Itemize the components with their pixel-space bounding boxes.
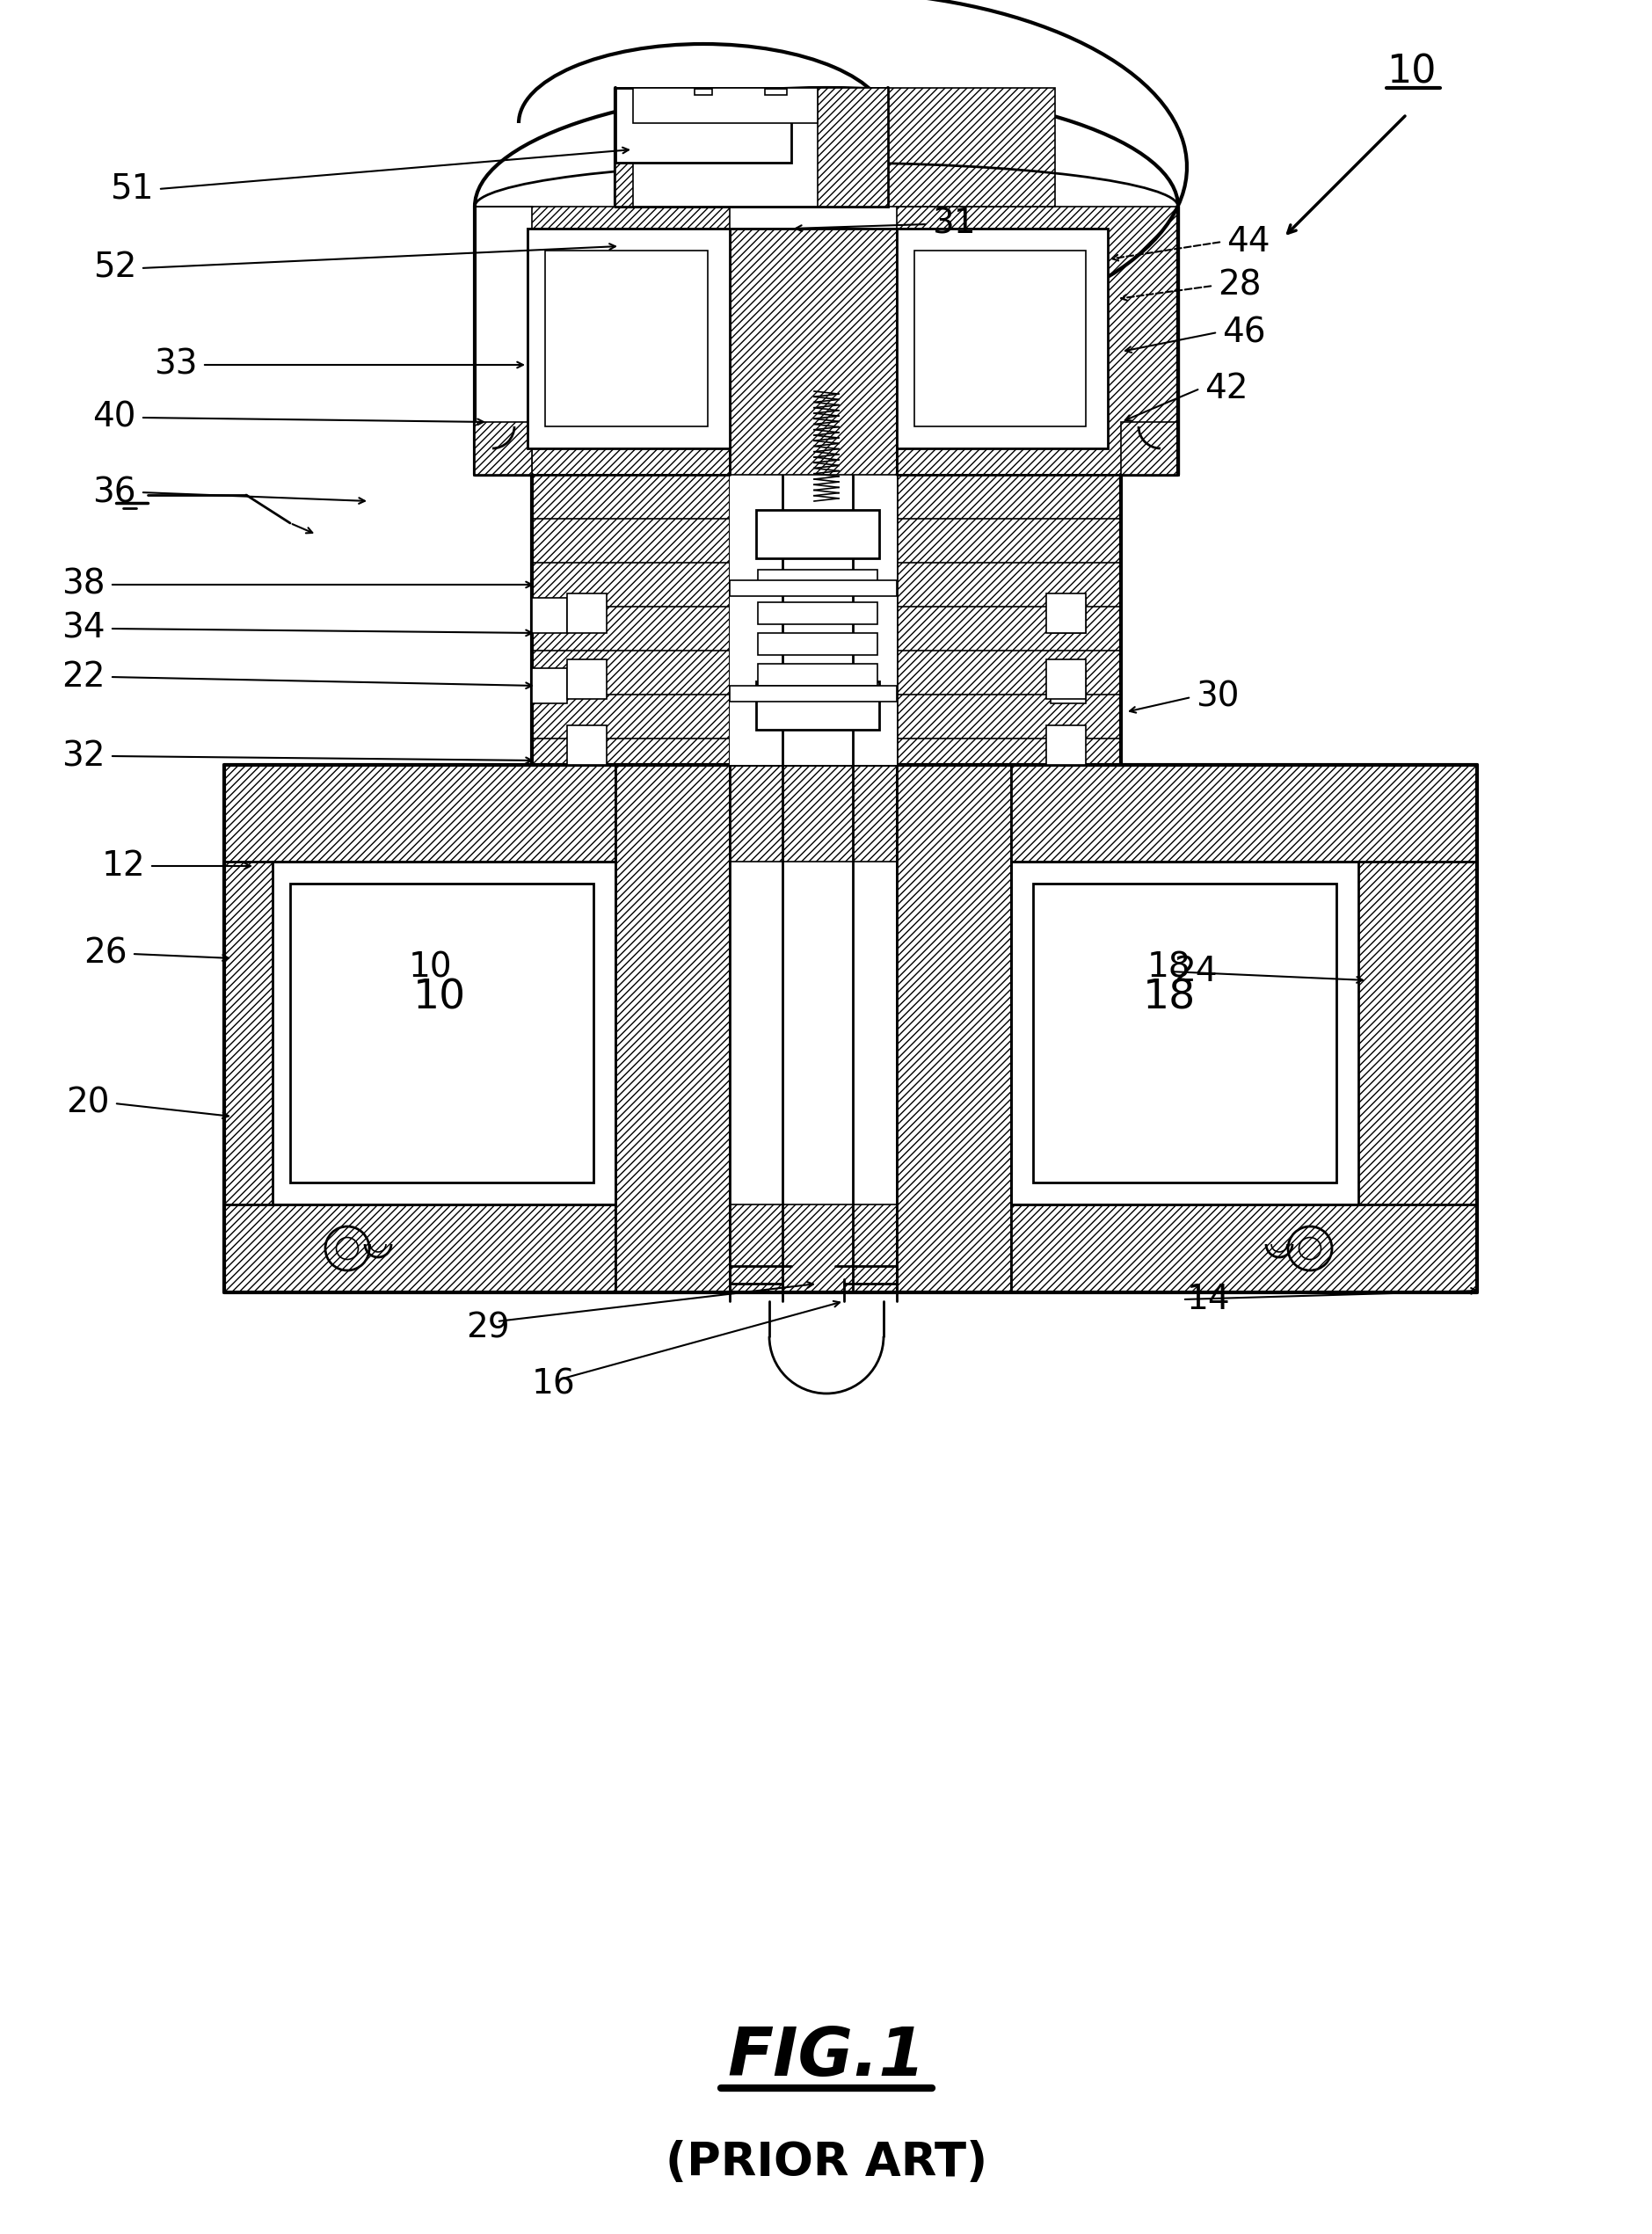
Text: 29: 29 xyxy=(466,1311,510,1345)
Bar xyxy=(730,581,897,596)
Bar xyxy=(758,603,877,623)
Bar xyxy=(897,228,1108,449)
Bar xyxy=(1046,726,1085,764)
Bar xyxy=(1051,599,1085,632)
Text: 33: 33 xyxy=(154,349,198,382)
Bar xyxy=(1046,659,1085,699)
Text: 36: 36 xyxy=(93,476,135,509)
Bar xyxy=(758,663,877,686)
Text: 52: 52 xyxy=(93,252,135,286)
Text: 40: 40 xyxy=(93,400,135,433)
Bar xyxy=(1011,862,1358,1204)
Text: 30: 30 xyxy=(1196,681,1239,715)
Bar xyxy=(527,228,730,449)
Bar xyxy=(532,599,567,632)
Polygon shape xyxy=(616,1204,1011,1293)
Bar xyxy=(1032,885,1336,1182)
Text: 46: 46 xyxy=(1222,315,1265,349)
Text: 20: 20 xyxy=(66,1086,111,1119)
Polygon shape xyxy=(1122,422,1178,476)
Bar xyxy=(758,632,877,655)
Bar xyxy=(273,862,616,1204)
Polygon shape xyxy=(897,476,1122,764)
Text: 31: 31 xyxy=(932,208,976,241)
Polygon shape xyxy=(730,228,897,476)
Bar xyxy=(616,87,791,163)
Text: 44: 44 xyxy=(1226,226,1270,259)
Text: 32: 32 xyxy=(63,739,106,773)
Text: 10: 10 xyxy=(1386,54,1436,92)
Polygon shape xyxy=(633,87,818,123)
Bar xyxy=(291,885,593,1182)
Text: 26: 26 xyxy=(84,938,127,970)
Text: 24: 24 xyxy=(1173,954,1218,987)
Polygon shape xyxy=(474,206,730,476)
Bar xyxy=(1051,668,1085,704)
Bar xyxy=(532,668,567,704)
Text: FIG.1: FIG.1 xyxy=(727,2024,925,2089)
Text: 10: 10 xyxy=(413,978,466,1019)
Bar xyxy=(545,250,707,427)
Text: 34: 34 xyxy=(63,612,106,646)
Polygon shape xyxy=(616,87,633,206)
Polygon shape xyxy=(897,228,1108,449)
Text: 14: 14 xyxy=(1186,1282,1231,1316)
Polygon shape xyxy=(730,87,1056,206)
Text: (PRIOR ART): (PRIOR ART) xyxy=(666,2140,988,2185)
Text: 10: 10 xyxy=(410,949,453,983)
Bar xyxy=(567,726,606,764)
Polygon shape xyxy=(532,476,730,764)
Polygon shape xyxy=(1011,764,1477,1293)
Polygon shape xyxy=(474,422,532,476)
Bar xyxy=(730,686,897,701)
Polygon shape xyxy=(616,764,730,1293)
Polygon shape xyxy=(757,681,879,731)
Text: 18: 18 xyxy=(1143,978,1196,1019)
Bar xyxy=(567,594,606,632)
Text: 16: 16 xyxy=(532,1367,577,1401)
Bar xyxy=(567,659,606,699)
Text: 38: 38 xyxy=(63,567,106,601)
Bar xyxy=(730,476,897,764)
Polygon shape xyxy=(818,87,889,206)
Bar xyxy=(758,570,877,592)
Text: 18: 18 xyxy=(1148,949,1191,983)
Polygon shape xyxy=(225,764,616,1293)
Text: 22: 22 xyxy=(63,661,106,695)
Polygon shape xyxy=(897,206,1178,476)
Bar xyxy=(1046,594,1085,632)
Polygon shape xyxy=(616,764,1011,862)
Text: 28: 28 xyxy=(1218,268,1260,302)
Polygon shape xyxy=(757,509,879,558)
Text: 12: 12 xyxy=(101,849,145,882)
Bar xyxy=(914,250,1085,427)
Bar xyxy=(616,87,889,206)
Text: 42: 42 xyxy=(1204,371,1247,404)
Polygon shape xyxy=(897,764,1011,1293)
Polygon shape xyxy=(527,228,730,449)
Text: 51: 51 xyxy=(111,172,154,206)
